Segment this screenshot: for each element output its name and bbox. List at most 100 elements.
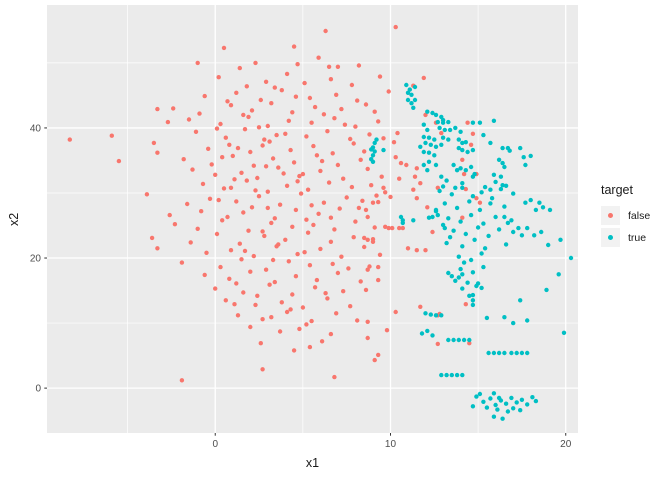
data-point-false (253, 302, 258, 308)
data-point-false (190, 167, 195, 172)
data-point-true (468, 212, 474, 218)
data-point-false (269, 315, 274, 320)
data-point-false (342, 122, 348, 127)
data-point-false (460, 157, 465, 162)
data-point-true (372, 140, 377, 146)
data-point-false (365, 237, 370, 242)
data-point-true (507, 148, 512, 153)
data-point-false (383, 224, 388, 229)
data-point-false (388, 194, 393, 200)
data-point-true (440, 120, 446, 125)
data-point-true (509, 395, 514, 401)
data-point-true (456, 137, 461, 142)
data-point-false (230, 153, 235, 159)
data-point-true (421, 122, 426, 127)
data-point-true (405, 97, 411, 103)
data-point-false (430, 229, 435, 235)
data-point-false (390, 225, 395, 231)
data-point-false (255, 175, 260, 181)
data-point-false (311, 222, 316, 228)
data-point-false (167, 212, 172, 218)
data-point-true (432, 137, 437, 142)
data-point-false (365, 319, 370, 324)
data-point-true (428, 142, 433, 147)
data-point-true (491, 350, 497, 356)
legend-title: target (601, 183, 633, 197)
data-point-false (358, 157, 363, 162)
data-point-true (458, 219, 463, 224)
data-point-false (367, 132, 372, 137)
data-point-true (444, 372, 449, 378)
data-point-false (185, 201, 190, 207)
data-point-true (423, 311, 428, 316)
data-point-false (291, 44, 297, 49)
data-point-true (511, 191, 516, 196)
data-point-true (518, 145, 523, 151)
data-point-true (481, 221, 486, 226)
data-point-true (491, 391, 497, 396)
data-point-false (376, 264, 381, 270)
data-point-false (263, 267, 269, 272)
data-point-true (444, 178, 449, 183)
data-point-false (374, 193, 379, 198)
data-point-false (221, 186, 227, 191)
data-point-false (404, 162, 409, 168)
data-point-false (300, 305, 306, 310)
data-point-true (412, 97, 418, 103)
data-point-true (488, 187, 493, 192)
data-point-true (446, 216, 451, 221)
data-point-false (270, 156, 276, 161)
data-point-true (460, 140, 465, 146)
data-point-true (449, 274, 454, 279)
data-point-true (460, 185, 465, 190)
data-point-false (300, 171, 306, 177)
data-point-false (165, 119, 171, 125)
data-point-true (509, 218, 514, 223)
data-point-false (435, 185, 440, 190)
data-point-true (493, 179, 498, 185)
data-point-false (213, 286, 218, 291)
data-point-false (319, 158, 325, 164)
data-point-false (309, 120, 314, 125)
data-point-false (365, 267, 370, 272)
data-point-false (405, 246, 411, 251)
x-axis-title: x1 (305, 456, 320, 470)
data-point-true (437, 125, 442, 131)
data-point-true (458, 266, 463, 272)
data-point-false (267, 139, 272, 144)
data-point-true (509, 350, 514, 356)
data-point-false (341, 289, 346, 294)
data-point-false (418, 304, 423, 309)
data-point-false (248, 149, 253, 155)
data-point-false (369, 183, 374, 188)
data-point-true (468, 164, 474, 170)
legend-dot-icon (608, 235, 613, 240)
data-point-false (305, 230, 311, 235)
data-point-true (503, 183, 509, 188)
data-point-true (486, 350, 491, 356)
data-point-false (267, 282, 272, 287)
data-point-false (242, 127, 248, 132)
data-point-false (251, 163, 256, 168)
data-point-false (411, 187, 416, 192)
data-point-false (351, 235, 356, 240)
data-point-true (491, 414, 497, 419)
data-point-false (321, 200, 327, 205)
legend-dot-icon (608, 213, 613, 218)
data-point-false (283, 237, 288, 242)
data-point-true (453, 278, 458, 283)
data-point-false (223, 135, 228, 140)
data-point-false (372, 109, 377, 114)
data-point-true (418, 144, 423, 149)
data-point-false (218, 264, 223, 270)
data-point-false (258, 341, 263, 346)
data-point-false (232, 177, 237, 182)
data-point-false (425, 205, 430, 210)
data-point-true (502, 164, 507, 170)
data-point-true (496, 227, 502, 232)
data-point-false (263, 79, 269, 85)
data-point-false (325, 296, 330, 301)
data-point-false (339, 254, 344, 259)
data-point-false (270, 257, 276, 263)
data-point-false (262, 233, 267, 239)
